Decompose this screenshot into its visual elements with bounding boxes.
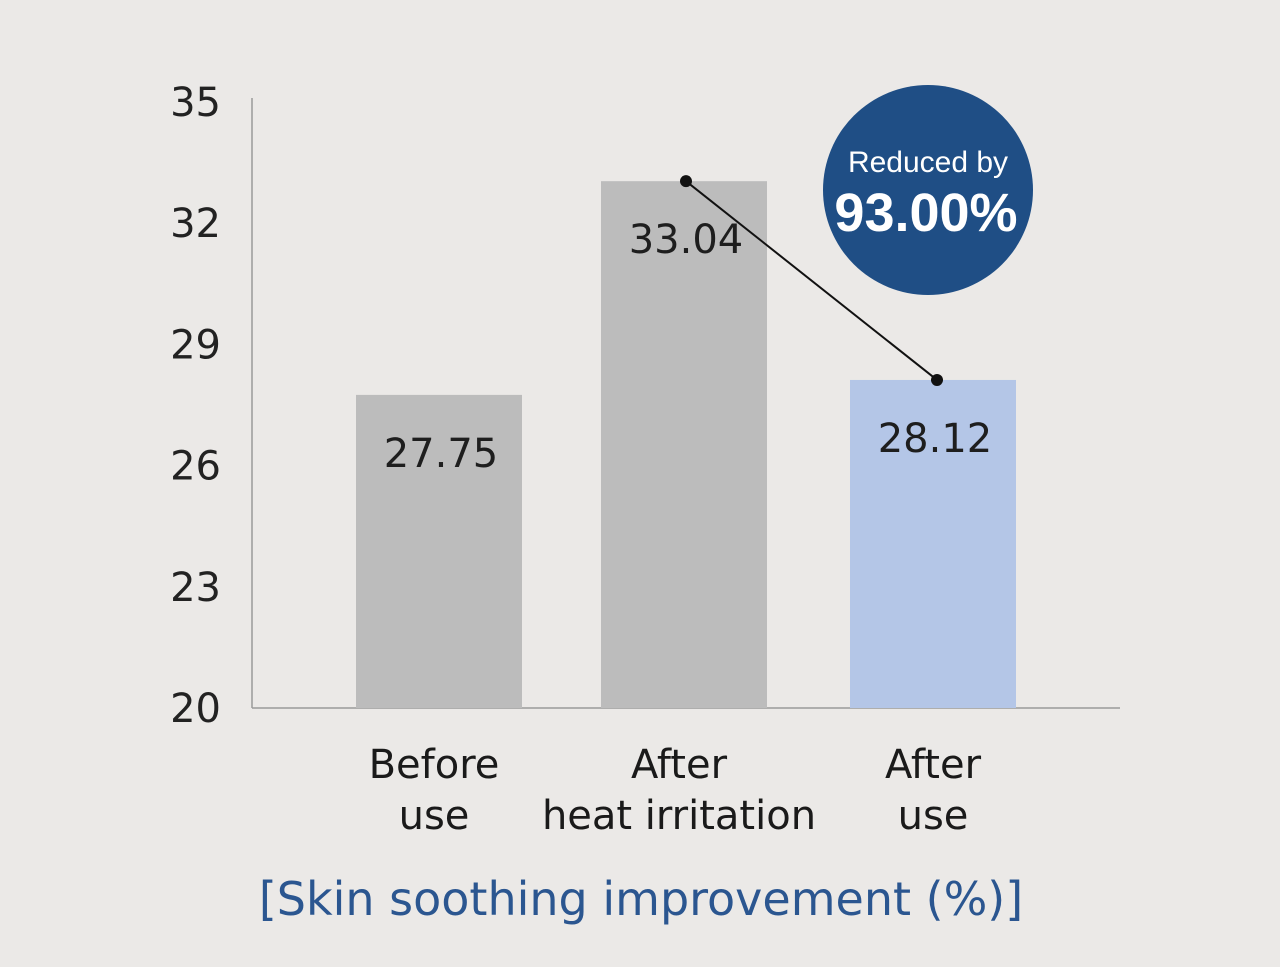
connector-start-dot <box>680 175 692 188</box>
badge-line1: Reduced by <box>848 146 1008 179</box>
y-axis-ticks: 20 23 26 29 32 35 <box>170 80 221 732</box>
y-tick-label: 35 <box>170 80 221 126</box>
reduction-badge: Reduced by 93.00% <box>823 85 1033 295</box>
x-category-label: Before <box>369 742 500 788</box>
x-category-label: After <box>631 742 728 788</box>
x-category-label: use <box>399 793 470 839</box>
y-tick-label: 26 <box>170 444 221 490</box>
x-category-label: After <box>885 742 982 788</box>
y-tick-label: 32 <box>170 201 221 247</box>
badge-circle <box>823 85 1033 295</box>
y-tick-label: 20 <box>170 686 221 732</box>
bar-value-label: 28.12 <box>878 416 993 462</box>
badge-line2: 93.00% <box>834 183 1017 243</box>
bar-value-label: 33.04 <box>629 217 744 263</box>
x-category-label: heat irritation <box>542 793 816 839</box>
connector-end-dot <box>931 373 943 386</box>
bar <box>850 379 1016 708</box>
y-tick-label: 23 <box>170 565 221 611</box>
bar <box>356 394 522 708</box>
chart-title: [Skin soothing improvement (%)] <box>259 872 1023 926</box>
bar-value-label: 27.75 <box>384 431 499 477</box>
x-axis-labels: Before use After heat irritation After use <box>369 742 982 839</box>
reduction-connector <box>680 175 943 386</box>
value-labels-group: 27.75 33.04 28.12 <box>384 217 993 477</box>
x-category-label: use <box>898 793 969 839</box>
bars-group <box>356 181 1016 708</box>
y-tick-label: 29 <box>170 322 221 368</box>
bar <box>601 181 767 708</box>
connector-line <box>685 180 938 381</box>
